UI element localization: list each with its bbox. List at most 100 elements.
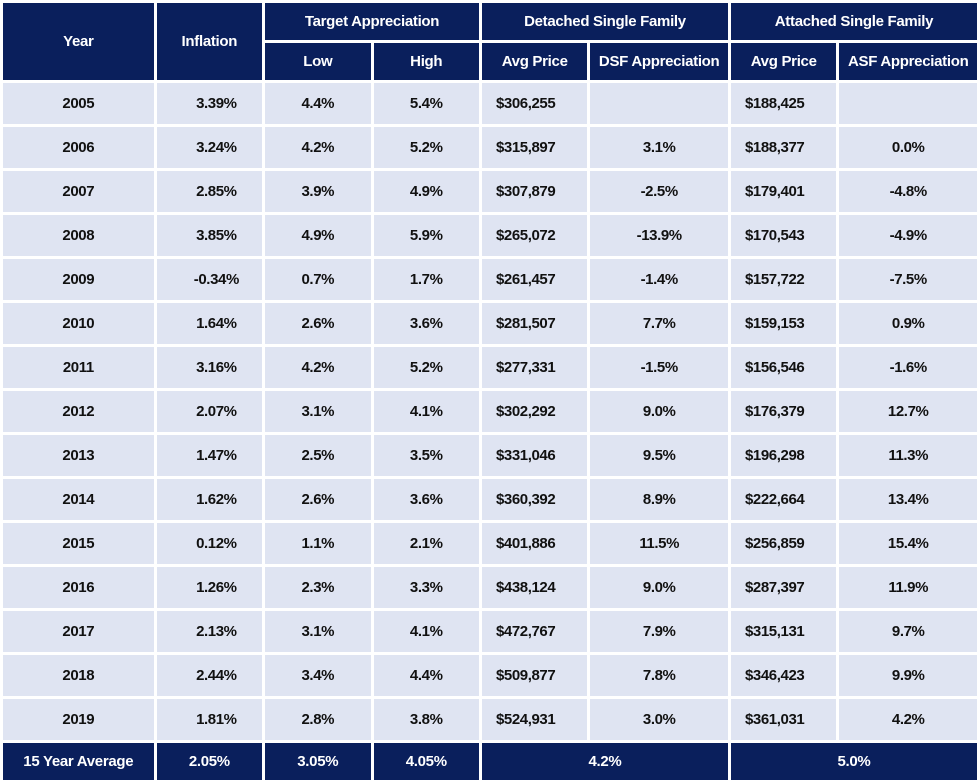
table-row: 2014 1.62% 2.6% 3.6% $360,392 8.9% $222,664 13.… bbox=[3, 479, 977, 520]
cell-dsf-avg-price: $306,255 bbox=[481, 83, 588, 124]
cell-low: 2.6% bbox=[265, 303, 371, 344]
cell-dsf-appreciation: 7.8% bbox=[590, 655, 728, 696]
cell-low: 1.1% bbox=[265, 523, 371, 564]
cell-dsf-avg-price: $524,931 bbox=[481, 699, 588, 740]
cell-high: 3.3% bbox=[373, 567, 479, 608]
cell-asf-avg-price: $188,377 bbox=[730, 127, 837, 168]
cell-high: 5.2% bbox=[373, 347, 479, 388]
cell-high: 4.9% bbox=[373, 171, 479, 212]
cell-dsf-appreciation: 7.7% bbox=[590, 303, 728, 344]
cell-low: 3.1% bbox=[265, 611, 371, 652]
cell-asf-appreciation: 12.7% bbox=[839, 391, 977, 432]
cell-dsf-avg-price: $401,886 bbox=[481, 523, 588, 564]
cell-high: 4.1% bbox=[373, 611, 479, 652]
cell-asf-avg-price: $361,031 bbox=[730, 699, 837, 740]
cell-year: 2018 bbox=[3, 655, 154, 696]
cell-inflation: 1.47% bbox=[156, 435, 263, 476]
cell-asf-appreciation: -1.6% bbox=[839, 347, 977, 388]
cell-dsf-appreciation: 8.9% bbox=[590, 479, 728, 520]
table-row: 2017 2.13% 3.1% 4.1% $472,767 7.9% $315,131 9.7… bbox=[3, 611, 977, 652]
table-row: 2018 2.44% 3.4% 4.4% $509,877 7.8% $346,423 9.9… bbox=[3, 655, 977, 696]
cell-asf-appreciation: 15.4% bbox=[839, 523, 977, 564]
cell-year: 2006 bbox=[3, 127, 154, 168]
header-detached-single-family: Detached Single Family bbox=[481, 3, 728, 40]
cell-high: 5.4% bbox=[373, 83, 479, 124]
table-body: 2005 3.39% 4.4% 5.4% $306,255 $188,425 2006 3.2… bbox=[3, 83, 977, 740]
cell-dsf-appreciation bbox=[590, 83, 728, 124]
cell-dsf-appreciation: 9.5% bbox=[590, 435, 728, 476]
average-dsf-appreciation: 4.2% bbox=[481, 743, 728, 780]
cell-high: 1.7% bbox=[373, 259, 479, 300]
table-row: 2010 1.64% 2.6% 3.6% $281,507 7.7% $159,153 0.9… bbox=[3, 303, 977, 344]
cell-asf-appreciation bbox=[839, 83, 977, 124]
table-row: 2007 2.85% 3.9% 4.9% $307,879 -2.5% $179,401 -4… bbox=[3, 171, 977, 212]
cell-high: 2.1% bbox=[373, 523, 479, 564]
cell-year: 2008 bbox=[3, 215, 154, 256]
cell-inflation: 2.13% bbox=[156, 611, 263, 652]
cell-year: 2012 bbox=[3, 391, 154, 432]
cell-inflation: 0.12% bbox=[156, 523, 263, 564]
table-row: 2013 1.47% 2.5% 3.5% $331,046 9.5% $196,298 11.… bbox=[3, 435, 977, 476]
cell-year: 2011 bbox=[3, 347, 154, 388]
cell-inflation: 2.07% bbox=[156, 391, 263, 432]
cell-year: 2014 bbox=[3, 479, 154, 520]
cell-year: 2007 bbox=[3, 171, 154, 212]
cell-dsf-avg-price: $307,879 bbox=[481, 171, 588, 212]
cell-dsf-avg-price: $438,124 bbox=[481, 567, 588, 608]
cell-year: 2015 bbox=[3, 523, 154, 564]
cell-asf-appreciation: 4.2% bbox=[839, 699, 977, 740]
cell-year: 2013 bbox=[3, 435, 154, 476]
table-row: 2015 0.12% 1.1% 2.1% $401,886 11.5% $256,859 15… bbox=[3, 523, 977, 564]
average-asf-appreciation: 5.0% bbox=[730, 743, 977, 780]
cell-dsf-avg-price: $261,457 bbox=[481, 259, 588, 300]
cell-asf-avg-price: $159,153 bbox=[730, 303, 837, 344]
cell-dsf-appreciation: -2.5% bbox=[590, 171, 728, 212]
cell-inflation: 1.62% bbox=[156, 479, 263, 520]
cell-asf-avg-price: $157,722 bbox=[730, 259, 837, 300]
header-dsf-avg-price: Avg Price bbox=[481, 43, 588, 80]
average-low: 3.05% bbox=[265, 743, 371, 780]
cell-dsf-avg-price: $265,072 bbox=[481, 215, 588, 256]
cell-inflation: 3.39% bbox=[156, 83, 263, 124]
table-row: 2012 2.07% 3.1% 4.1% $302,292 9.0% $176,379 12.… bbox=[3, 391, 977, 432]
cell-asf-avg-price: $256,859 bbox=[730, 523, 837, 564]
cell-asf-avg-price: $156,546 bbox=[730, 347, 837, 388]
cell-asf-appreciation: -4.9% bbox=[839, 215, 977, 256]
table-row: 2006 3.24% 4.2% 5.2% $315,897 3.1% $188,377 0.0… bbox=[3, 127, 977, 168]
table-row: 2016 1.26% 2.3% 3.3% $438,124 9.0% $287,397 11.… bbox=[3, 567, 977, 608]
header-inflation: Inflation bbox=[156, 3, 263, 80]
cell-asf-appreciation: 0.9% bbox=[839, 303, 977, 344]
cell-dsf-avg-price: $472,767 bbox=[481, 611, 588, 652]
cell-dsf-avg-price: $315,897 bbox=[481, 127, 588, 168]
header-year: Year bbox=[3, 3, 154, 80]
header-target-appreciation: Target Appreciation bbox=[265, 3, 479, 40]
average-label: 15 Year Average bbox=[3, 743, 154, 780]
cell-low: 2.5% bbox=[265, 435, 371, 476]
cell-asf-avg-price: $188,425 bbox=[730, 83, 837, 124]
cell-dsf-appreciation: 3.0% bbox=[590, 699, 728, 740]
cell-inflation: 2.44% bbox=[156, 655, 263, 696]
cell-high: 5.2% bbox=[373, 127, 479, 168]
cell-high: 5.9% bbox=[373, 215, 479, 256]
cell-dsf-avg-price: $509,877 bbox=[481, 655, 588, 696]
cell-dsf-appreciation: 3.1% bbox=[590, 127, 728, 168]
cell-asf-avg-price: $176,379 bbox=[730, 391, 837, 432]
cell-dsf-appreciation: 9.0% bbox=[590, 567, 728, 608]
average-high: 4.05% bbox=[373, 743, 479, 780]
cell-asf-appreciation: 9.9% bbox=[839, 655, 977, 696]
cell-low: 2.8% bbox=[265, 699, 371, 740]
table-row: 2009 -0.34% 0.7% 1.7% $261,457 -1.4% $157,722-… bbox=[3, 259, 977, 300]
cell-high: 4.4% bbox=[373, 655, 479, 696]
header-high: High bbox=[373, 43, 479, 80]
header-asf-avg-price: Avg Price bbox=[730, 43, 837, 80]
table-row: 2005 3.39% 4.4% 5.4% $306,255 $188,425 bbox=[3, 83, 977, 124]
cell-asf-avg-price: $315,131 bbox=[730, 611, 837, 652]
cell-high: 3.6% bbox=[373, 479, 479, 520]
cell-dsf-avg-price: $281,507 bbox=[481, 303, 588, 344]
cell-year: 2019 bbox=[3, 699, 154, 740]
cell-asf-appreciation: -4.8% bbox=[839, 171, 977, 212]
cell-inflation: 3.24% bbox=[156, 127, 263, 168]
cell-asf-appreciation: 13.4% bbox=[839, 479, 977, 520]
cell-year: 2005 bbox=[3, 83, 154, 124]
